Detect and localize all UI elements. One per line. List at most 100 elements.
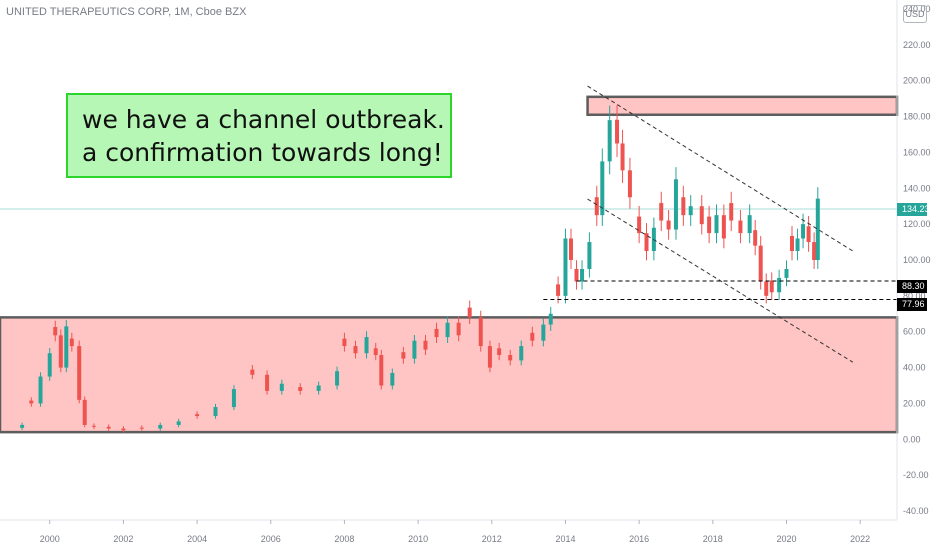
candle [548,306,553,331]
candle [812,232,817,269]
candle [769,272,774,300]
candle [342,332,347,352]
candle [563,228,568,304]
candle [637,205,642,244]
candle [139,425,144,431]
y-tick-label: 40.00 [903,363,926,373]
candle [456,316,461,342]
candle [714,204,719,244]
y-tick-label: -40.00 [903,506,929,516]
currency-badge[interactable]: USD [903,5,927,23]
candle [607,105,612,175]
candle [77,340,82,404]
candle [401,346,406,364]
candle [707,205,712,244]
candle [600,148,605,226]
y-tick-label: 180.00 [903,112,931,122]
candle [615,105,620,158]
candle [795,228,800,261]
candle [487,340,492,373]
candle [508,349,513,366]
candle [681,185,686,226]
x-tick-label: 2000 [40,534,60,544]
candle [379,349,384,390]
candle [158,422,163,431]
candle [58,329,63,373]
candle [777,269,782,300]
candle [29,397,34,407]
x-tick-label: 2022 [850,534,870,544]
candle [790,226,795,261]
last-price-tag: 134.23 [897,203,930,216]
price-axis[interactable]: 240.00 220.00 200.00 180.00 160.00 140.00 120.… [903,4,931,516]
candle [373,342,378,361]
candle [721,204,726,249]
candle [699,195,704,235]
candle [213,403,218,419]
y-tick-label: -20.00 [903,470,929,480]
y-tick-label: 160.00 [903,147,931,157]
candle [738,210,743,244]
candle [729,191,734,232]
level-88-tag: 88.30 [897,280,927,293]
y-tick-label: 60.00 [903,327,926,337]
candle [195,411,200,419]
x-tick-label: 2018 [703,534,723,544]
y-tick-label: 240.00 [903,4,931,14]
x-tick-label: 2012 [482,534,502,544]
candle [298,383,303,395]
candle [673,167,678,240]
candle [620,129,625,183]
candle [82,396,87,428]
candle [556,276,561,304]
candle [519,340,524,366]
candle [69,332,74,352]
horizontal-levels [543,280,897,301]
time-axis[interactable]: 2000 2002 2004 2006 2008 2010 2012 2014 2016 2018… [40,520,870,544]
candle [47,348,52,381]
candle [594,185,599,226]
candle [764,273,769,304]
y-tick-label: 80.00 [903,291,926,301]
y-tick-label: 120.00 [903,219,931,229]
candle [250,365,255,380]
candle [747,204,752,244]
y-tick-label: 20.00 [903,398,926,408]
candle [801,213,806,249]
candle [106,424,111,431]
candle [423,334,428,356]
trend-line [587,85,854,252]
candle [231,385,236,411]
candle [467,300,472,325]
candle [91,423,96,430]
candle [364,331,369,359]
candle [38,372,43,407]
y-tick-label: 100.00 [903,255,931,265]
candle [390,368,395,390]
candle [541,318,546,347]
x-tick-label: 2002 [113,534,133,544]
candle [497,342,502,361]
annotation-line-1: we have a channel outbreak. [82,105,445,134]
candle [353,340,358,359]
trend-lines [587,85,854,363]
annotation-line-2: a confirmation towards long! [82,138,443,167]
x-tick-label: 2006 [261,534,281,544]
candle [568,228,573,269]
x-tick-label: 2008 [334,534,354,544]
candle [587,232,592,278]
candle [20,422,25,431]
candlesticks [20,105,820,433]
zone-rect [586,95,899,117]
candle [176,418,181,428]
candle [434,322,439,343]
symbol-title[interactable]: UNITED THERAPEUTICS CORP, 1M, Cboe BZX [6,6,247,18]
candle [279,379,284,395]
level-78-tag: 77.96 [897,298,927,311]
candle [478,310,483,352]
candle [445,316,450,343]
candle [753,220,758,256]
x-tick-label: 2014 [555,534,575,544]
x-tick-label: 2016 [629,534,649,544]
